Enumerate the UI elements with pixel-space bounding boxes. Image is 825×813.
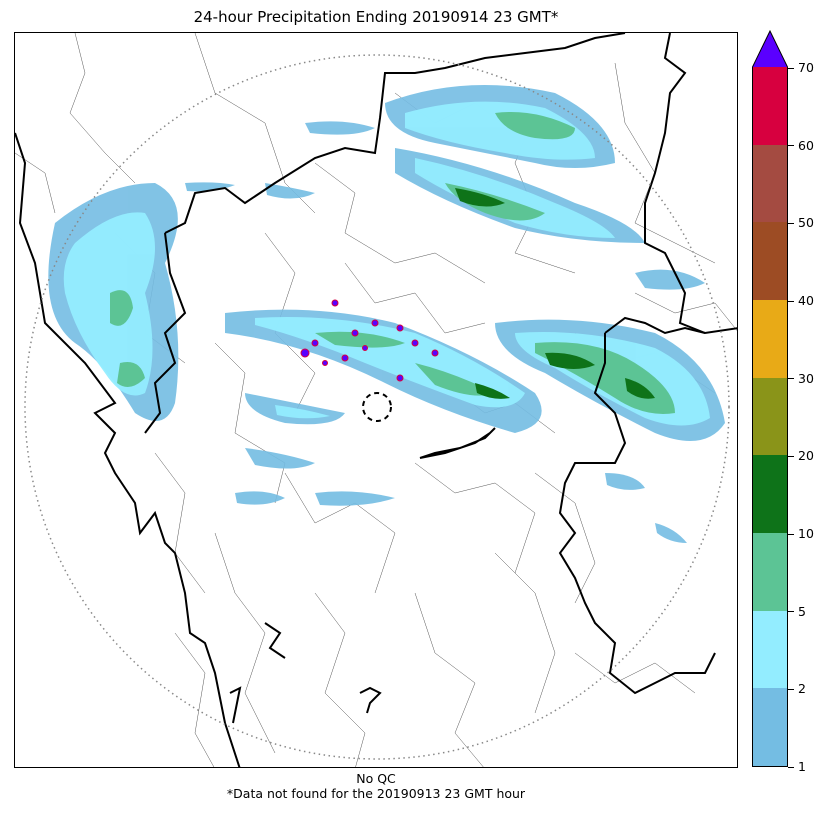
chart-title: 24-hour Precipitation Ending 20190914 23… xyxy=(193,8,559,26)
colorbar-tick xyxy=(788,611,794,613)
colorbar-segment xyxy=(753,532,787,611)
colorbar-tick xyxy=(788,378,794,380)
colorbar-tick xyxy=(788,688,794,690)
colorbar-tick-label: 2 xyxy=(798,681,806,697)
colorbar-segment xyxy=(753,454,787,533)
colorbar-tick-label: 60 xyxy=(798,137,814,153)
colorbar-tick xyxy=(788,766,794,768)
colorbar-tick xyxy=(788,145,794,147)
radar-map xyxy=(14,32,738,768)
radar-site-marker xyxy=(362,392,392,422)
colorbar-segment xyxy=(753,687,787,766)
colorbar-tick-label: 40 xyxy=(798,293,814,308)
colorbar-segment xyxy=(753,144,787,223)
precip-extreme xyxy=(300,299,439,382)
colorbar-tick xyxy=(788,533,794,535)
colorbar-overflow-triangle xyxy=(752,30,788,69)
colorbar-tick-label: 1 xyxy=(798,759,806,774)
colorbar-tick xyxy=(788,455,794,457)
colorbar-tick-label: 20 xyxy=(798,448,814,464)
colorbar-segment xyxy=(753,377,787,456)
colorbar-segment xyxy=(753,66,787,145)
precip-light xyxy=(48,85,725,543)
colorbar-segment xyxy=(753,221,787,300)
colorbar xyxy=(752,66,788,767)
colorbar-segment xyxy=(753,610,787,689)
colorbar-tick xyxy=(788,222,794,224)
precip-intense xyxy=(455,188,655,399)
map-canvas xyxy=(15,33,737,767)
state-boundaries xyxy=(15,33,737,767)
colorbar-tick-label: 30 xyxy=(798,370,814,386)
colorbar-tick xyxy=(788,67,794,69)
colorbar-tick-label: 50 xyxy=(798,215,814,231)
colorbar-segment xyxy=(753,299,787,378)
footer-qc-note: No QC xyxy=(356,771,396,786)
colorbar-tick xyxy=(788,300,794,302)
radar-range-ring xyxy=(24,54,730,760)
colorbar-tick-label: 70 xyxy=(798,60,814,75)
colorbar-tick-label: 10 xyxy=(798,526,814,541)
colorbar-tick-label: 5 xyxy=(798,603,806,619)
footer-data-note: *Data not found for the 20190913 23 GMT … xyxy=(226,786,526,801)
